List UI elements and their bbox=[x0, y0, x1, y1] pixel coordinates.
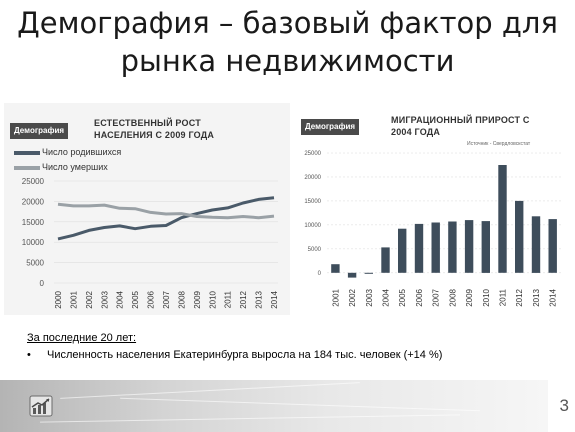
right-chart-title-line-1: МИГРАЦИОННЫЙ ПРИРОСТ С bbox=[391, 115, 530, 125]
bar bbox=[548, 219, 557, 273]
left-chart-title: ЕСТЕСТВЕННЫЙ РОСТ НАСЕЛЕНИЯ С 2009 ГОДА bbox=[94, 117, 214, 141]
y-tick-label: 25000 bbox=[304, 151, 321, 157]
title-line-1: Демография – базовый фактор для bbox=[17, 6, 558, 40]
series-line-births bbox=[57, 196, 275, 241]
x-tick-label: 2012 bbox=[515, 288, 524, 306]
x-tick-label: 2004 bbox=[116, 290, 125, 308]
x-tick-label: 2011 bbox=[499, 288, 508, 306]
y-tick-label: 15000 bbox=[22, 218, 45, 227]
x-tick-label: 2006 bbox=[147, 290, 156, 308]
bar bbox=[331, 264, 340, 273]
x-tick-label: 2013 bbox=[532, 288, 541, 306]
x-tick-label: 2014 bbox=[270, 290, 279, 308]
x-tick-label: 2004 bbox=[382, 288, 391, 306]
y-tick-label: 20000 bbox=[22, 197, 45, 206]
bullet-icon: • bbox=[27, 349, 31, 361]
x-tick-label: 2001 bbox=[69, 290, 78, 308]
notes-item-1-text: Численность населения Екатеринбурга выро… bbox=[47, 349, 443, 361]
bar bbox=[448, 221, 457, 273]
left-chart-title-line-1: ЕСТЕСТВЕННЫЙ РОСТ bbox=[94, 118, 201, 128]
x-tick-label: 2010 bbox=[482, 288, 491, 306]
bar-chart-arrow-icon bbox=[29, 395, 53, 417]
right-chart-badge: Демография bbox=[301, 119, 360, 135]
bar bbox=[481, 221, 490, 273]
y-tick-label: 25000 bbox=[22, 177, 45, 186]
x-tick-label: 2010 bbox=[208, 290, 217, 308]
bar bbox=[364, 272, 373, 274]
x-tick-label: 2003 bbox=[365, 288, 374, 306]
y-tick-label: 5000 bbox=[26, 259, 44, 268]
title-line-2: рынка недвижимости bbox=[120, 44, 455, 78]
bar bbox=[498, 165, 507, 273]
footer-stripe bbox=[60, 382, 360, 399]
x-tick-label: 2001 bbox=[331, 288, 340, 306]
bar bbox=[347, 272, 357, 278]
legend-deaths-swatch bbox=[14, 165, 40, 170]
x-tick-label: 2008 bbox=[177, 290, 186, 308]
x-tick-label: 2009 bbox=[193, 290, 202, 308]
y-tick-label: 20000 bbox=[304, 175, 321, 181]
x-tick-label: 2002 bbox=[85, 290, 94, 308]
x-tick-label: 2003 bbox=[100, 290, 109, 308]
x-tick-label: 2000 bbox=[54, 290, 63, 308]
legend-births-swatch bbox=[14, 150, 40, 155]
x-tick-label: 2005 bbox=[131, 290, 140, 308]
notes-item-1: • Численность населения Екатеринбурга выр… bbox=[27, 349, 442, 361]
legend-deaths: Число умерших bbox=[14, 162, 108, 173]
y-tick-label: 5000 bbox=[308, 247, 322, 253]
x-tick-label: 2007 bbox=[432, 288, 441, 306]
bar bbox=[414, 223, 424, 273]
x-tick-label: 2009 bbox=[465, 288, 474, 306]
right-chart-title-line-2: 2004 ГОДА bbox=[391, 127, 441, 137]
page-title: Демография – базовый фактор для рынка не… bbox=[0, 4, 575, 80]
x-tick-label: 2005 bbox=[398, 288, 407, 306]
bar bbox=[398, 228, 407, 273]
footer-stripe bbox=[120, 397, 480, 412]
bar bbox=[531, 216, 541, 273]
notes-heading: За последние 20 лет: bbox=[27, 332, 137, 344]
x-tick-label: 2013 bbox=[255, 290, 264, 308]
legend-deaths-label: Число умерших bbox=[42, 162, 108, 172]
y-tick-label: 15000 bbox=[304, 199, 321, 205]
y-tick-label: 10000 bbox=[22, 238, 45, 247]
bar bbox=[464, 220, 474, 273]
y-tick-label: 0 bbox=[40, 279, 45, 288]
migration-panel: Демография МИГРАЦИОННЫЙ ПРИРОСТ С 2004 Г… bbox=[295, 103, 570, 315]
left-chart-title-line-2: НАСЕЛЕНИЯ С 2009 ГОДА bbox=[94, 130, 215, 140]
right-chart-title: МИГРАЦИОННЫЙ ПРИРОСТ С 2004 ГОДА bbox=[391, 114, 530, 138]
x-tick-label: 2012 bbox=[239, 290, 248, 308]
bar bbox=[515, 200, 524, 273]
legend-births: Число родившихся bbox=[14, 147, 121, 158]
y-tick-label: 10000 bbox=[304, 223, 321, 229]
footer-stripe bbox=[40, 414, 460, 423]
bar bbox=[381, 247, 390, 273]
page-number: 3 bbox=[559, 396, 569, 415]
legend-births-label: Число родившихся bbox=[42, 147, 122, 157]
x-tick-label: 2008 bbox=[448, 288, 457, 306]
x-tick-label: 2011 bbox=[224, 290, 233, 308]
right-chart-source: Источник - Свердловскстат bbox=[467, 141, 531, 147]
left-chart-badge: Демография bbox=[10, 123, 69, 139]
x-tick-label: 2006 bbox=[415, 288, 424, 306]
natural-growth-line-chart: 0 5000 10000 15000 20000 25000 2000 2001 2002 200… bbox=[22, 177, 279, 309]
x-tick-label: 2007 bbox=[162, 290, 171, 308]
x-tick-label: 2002 bbox=[348, 288, 357, 306]
series-line-deaths bbox=[57, 202, 275, 220]
migration-bar-chart: 0 5000 10000 15000 20000 25000 2001 2002 2003 200… bbox=[304, 151, 561, 307]
y-tick-label: 0 bbox=[318, 271, 322, 277]
bar bbox=[431, 222, 440, 273]
natural-growth-panel: Демография ЕСТЕСТВЕННЫЙ РОСТ НАСЕЛЕНИЯ С… bbox=[4, 103, 290, 315]
footer-band bbox=[0, 380, 548, 432]
x-tick-label: 2014 bbox=[549, 288, 558, 306]
